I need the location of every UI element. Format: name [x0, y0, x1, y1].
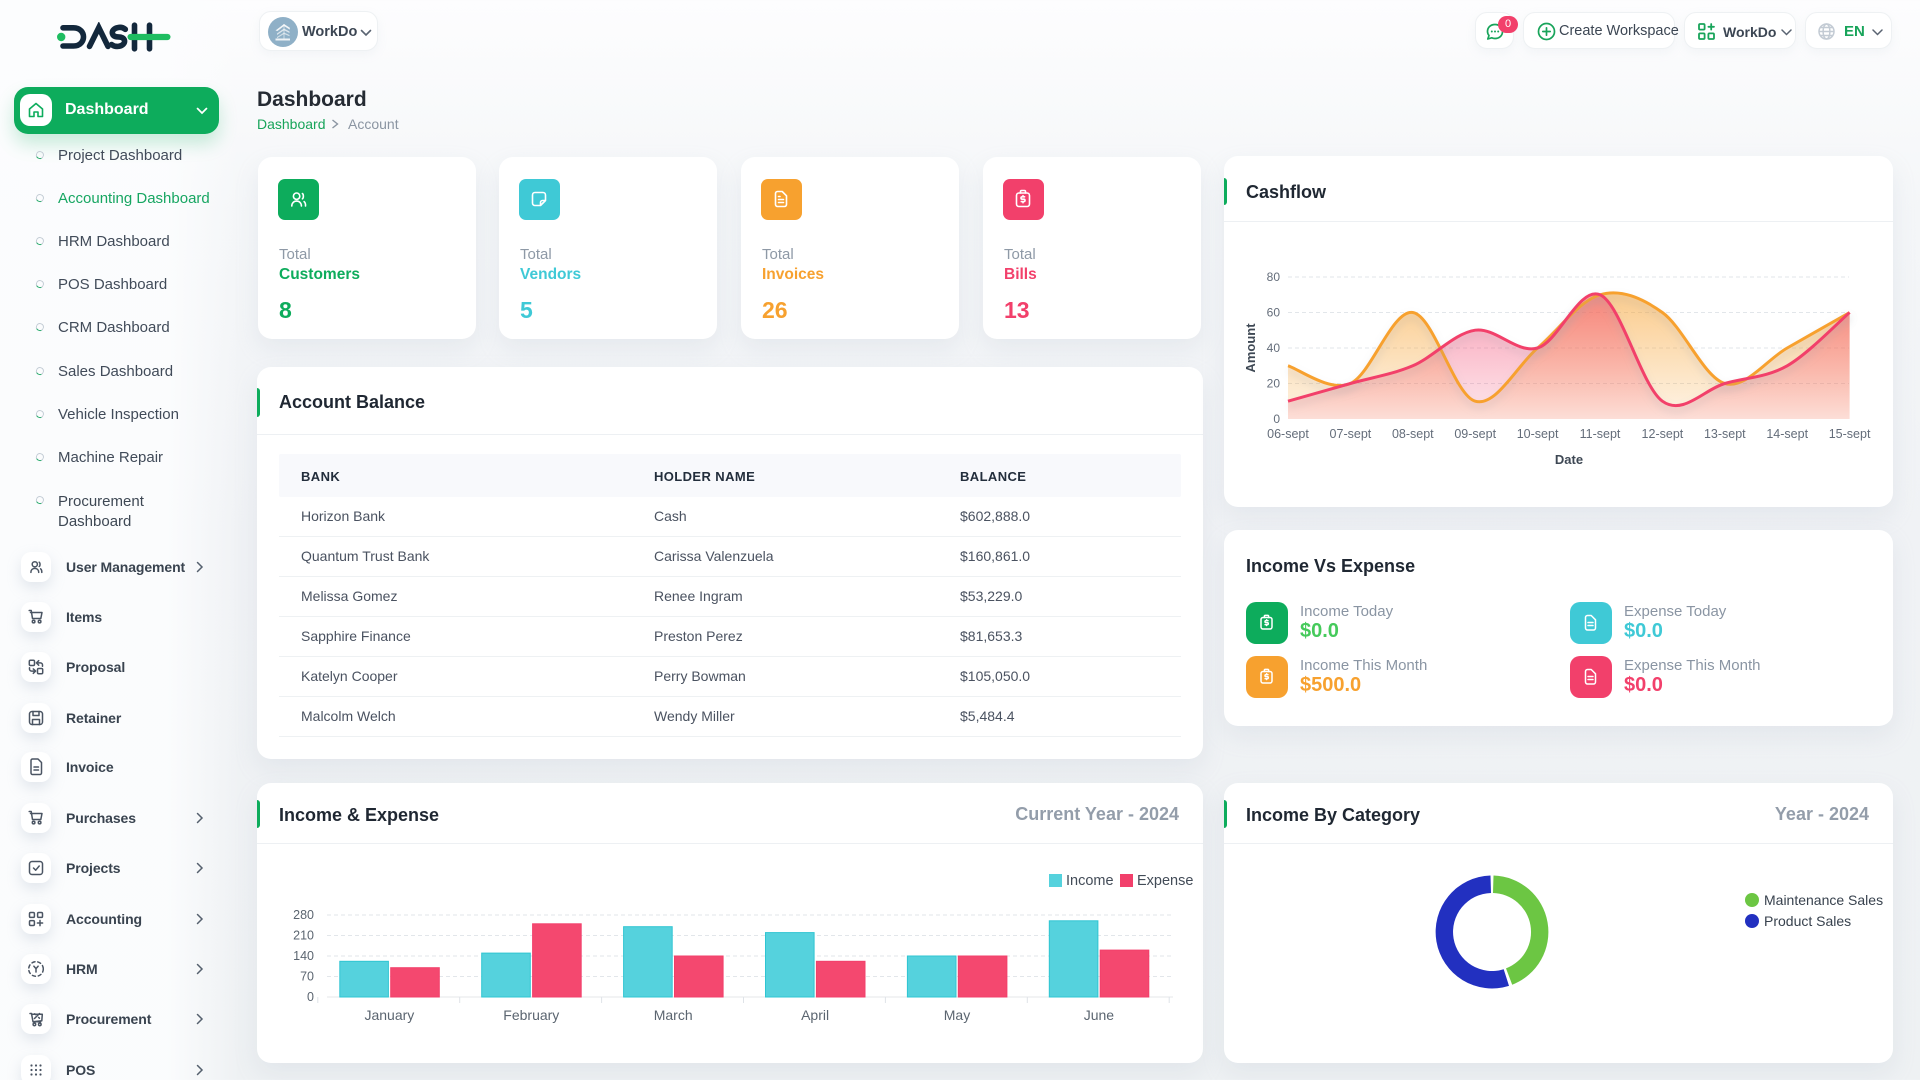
svg-text:April: April — [801, 1007, 829, 1023]
svg-text:07-sept: 07-sept — [1330, 427, 1372, 441]
svg-text:09-sept: 09-sept — [1454, 427, 1496, 441]
svg-text:11-sept: 11-sept — [1580, 427, 1621, 441]
svg-text:February: February — [503, 1007, 559, 1023]
svg-text:140: 140 — [293, 949, 314, 963]
svg-text:Expense: Expense — [1137, 873, 1193, 889]
svg-text:70: 70 — [300, 970, 314, 984]
svg-text:Product Sales: Product Sales — [1764, 913, 1851, 929]
svg-text:06-sept: 06-sept — [1267, 427, 1309, 441]
svg-text:January: January — [364, 1007, 414, 1023]
svg-text:0: 0 — [1273, 412, 1280, 426]
svg-text:20: 20 — [1267, 377, 1281, 391]
svg-text:June: June — [1084, 1007, 1115, 1023]
svg-text:Amount: Amount — [1243, 323, 1258, 373]
svg-text:12-sept: 12-sept — [1642, 427, 1684, 441]
svg-text:80: 80 — [1267, 270, 1281, 284]
svg-text:Date: Date — [1555, 452, 1583, 467]
svg-text:15-sept: 15-sept — [1829, 427, 1871, 441]
svg-text:280: 280 — [293, 908, 314, 922]
svg-text:March: March — [654, 1007, 693, 1023]
svg-text:13-sept: 13-sept — [1704, 427, 1746, 441]
svg-text:May: May — [944, 1007, 970, 1023]
svg-text:210: 210 — [293, 929, 314, 943]
svg-text:10-sept: 10-sept — [1517, 427, 1559, 441]
svg-text:Income: Income — [1066, 873, 1114, 889]
svg-text:0: 0 — [307, 990, 314, 1004]
svg-text:08-sept: 08-sept — [1392, 427, 1434, 441]
svg-text:Maintenance Sales: Maintenance Sales — [1764, 892, 1883, 908]
svg-text:60: 60 — [1267, 306, 1281, 320]
svg-text:14-sept: 14-sept — [1766, 427, 1808, 441]
svg-text:40: 40 — [1267, 341, 1281, 355]
